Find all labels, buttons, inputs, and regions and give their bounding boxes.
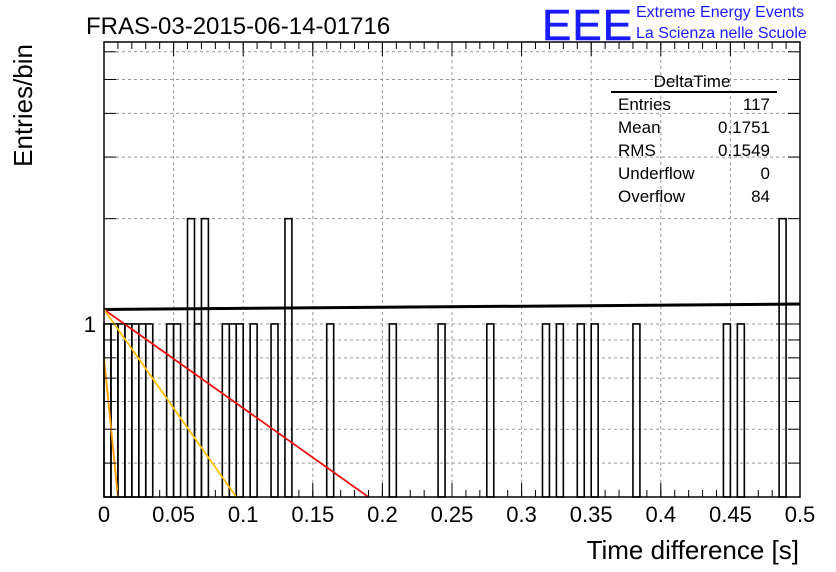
histogram-bin <box>722 323 732 498</box>
histogram-bin <box>144 323 154 498</box>
fit-lines <box>103 302 801 498</box>
histogram-bin <box>117 323 126 498</box>
x-tick-label: 0.35 <box>570 502 613 527</box>
histogram-bin <box>165 323 175 498</box>
x-tick-labels: 0 0.05 0.1 0.15 0.2 0.25 0.3 0.35 0.4 0.45 0.5 <box>98 502 815 527</box>
stats-box: DeltaTime Entries 117 Mean 0.1751 RMS 0.1549 U… <box>611 72 777 206</box>
histogram-bin <box>388 323 398 498</box>
fit-line <box>103 308 237 498</box>
histogram-bin <box>221 323 231 498</box>
x-axis-label: Time difference [s] <box>587 535 799 565</box>
y-axis-label: Entries/bin <box>8 44 38 167</box>
stats-label: Entries <box>618 95 671 114</box>
stats-label: Overflow <box>618 187 686 206</box>
histogram-bin <box>437 323 446 498</box>
axis-ticks <box>103 42 801 497</box>
histogram-bin <box>138 323 147 498</box>
histogram-bin <box>228 323 238 498</box>
histogram-bin <box>124 323 133 498</box>
x-tick-label: 0.3 <box>506 502 537 527</box>
stats-label: Underflow <box>618 164 695 183</box>
histogram-bin <box>632 323 641 498</box>
histogram-bin <box>576 323 586 498</box>
x-tick-label: 0.05 <box>152 502 195 527</box>
fit-line <box>103 302 801 311</box>
logo-line1: Extreme Energy Events <box>636 4 804 21</box>
histogram-bin <box>590 323 599 498</box>
histogram-bin <box>249 323 258 498</box>
logo-line2: La Scienza nelle Scuole <box>636 25 807 42</box>
histogram-bin <box>485 323 495 498</box>
grid <box>104 42 800 497</box>
x-tick-label: 0.1 <box>228 502 259 527</box>
stats-value: 84 <box>751 187 770 206</box>
histogram-bin <box>736 323 746 498</box>
stats-value: 117 <box>743 95 770 114</box>
x-tick-label: 0.5 <box>785 502 816 527</box>
stats-label: Mean <box>618 118 661 137</box>
x-tick-label: 0.25 <box>431 502 474 527</box>
run-title: FRAS-03-2015-06-14-01716 <box>86 13 390 40</box>
fit-line <box>103 357 119 498</box>
stats-title: DeltaTime <box>654 72 731 91</box>
eee-logo: EEE Extreme Energy Events La Scienza nel… <box>542 1 807 51</box>
stats-value: 0.1751 <box>718 118 770 137</box>
stats-label: RMS <box>618 141 656 160</box>
stats-value: 0 <box>761 164 770 183</box>
histogram-bin <box>541 323 551 498</box>
y-tick-labels: 1 <box>84 312 96 337</box>
stats-value: 0.1549 <box>718 141 770 160</box>
histogram-bin <box>193 323 203 498</box>
y-tick-label: 1 <box>84 312 96 337</box>
histogram-bin <box>555 323 565 498</box>
fit-line <box>103 308 370 498</box>
x-tick-label: 0.15 <box>291 502 334 527</box>
x-tick-label: 0.2 <box>367 502 398 527</box>
x-tick-label: 0 <box>98 502 110 527</box>
stats-rows: Entries 117 Mean 0.1751 RMS 0.1549 Underflow 0 O… <box>618 95 770 206</box>
x-tick-label: 0.45 <box>709 502 752 527</box>
x-tick-label: 0.4 <box>646 502 677 527</box>
histogram-bin <box>235 323 245 498</box>
histogram-bin <box>270 323 279 498</box>
